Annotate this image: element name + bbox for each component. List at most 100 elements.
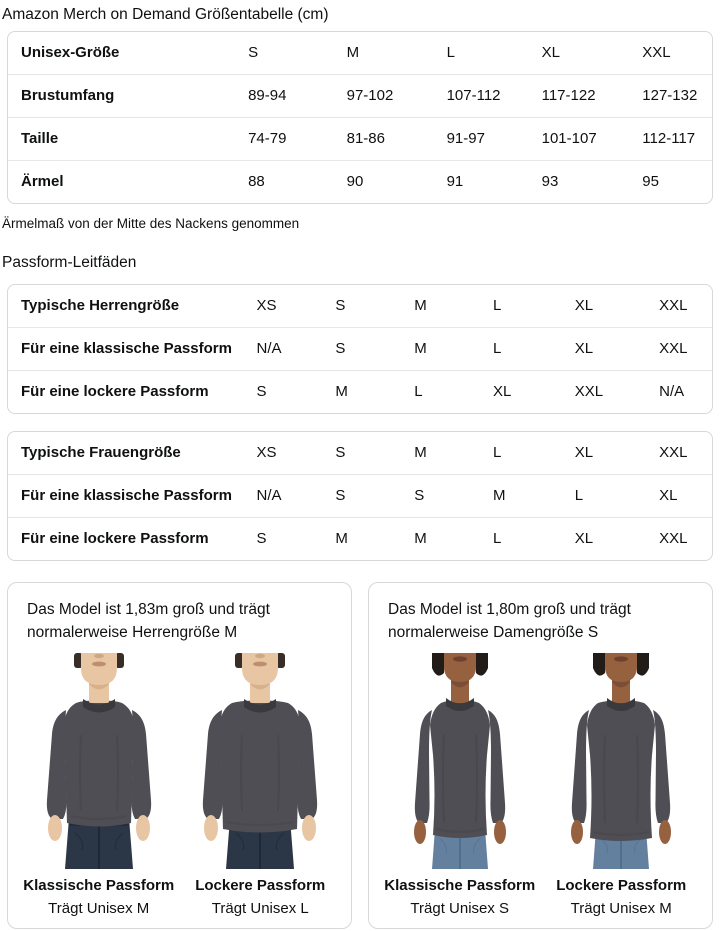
size-value-cell: L bbox=[493, 297, 502, 314]
table-row: Unisex-Größe S M L XL XXL bbox=[8, 32, 712, 74]
size-value-cell: 88 bbox=[248, 160, 347, 203]
size-value-cell: S bbox=[335, 327, 415, 370]
fit-caption: Lockere Passform bbox=[556, 877, 687, 894]
size-value-cell: XS bbox=[256, 444, 277, 461]
model-figures-men: Klassische Passform Trägt Unisex M Locker… bbox=[18, 653, 341, 918]
model-card-women: Das Model ist 1,80m groß und trägt norma… bbox=[368, 582, 713, 929]
model-illustration bbox=[46, 653, 151, 869]
table-row: Brustumfang 89-94 97-102 107-112 117-122 127-… bbox=[8, 74, 712, 117]
size-value-cell: XL bbox=[541, 44, 560, 61]
size-chart-page: Amazon Merch on Demand Größentabelle (cm… bbox=[0, 6, 720, 929]
fit-table-men: Typische Herrengröße XS S M L XL XXL Für eine k… bbox=[7, 284, 713, 414]
sleeve-note: Ärmelmaß von der Mitte des Nackens genom… bbox=[2, 216, 300, 231]
table-row: Für eine lockere Passform S M L XL XXL N/A bbox=[8, 370, 712, 413]
row-label: Für eine klassische Passform bbox=[8, 474, 257, 517]
size-value-cell: XXL bbox=[659, 327, 712, 370]
size-value-cell: XXL bbox=[574, 370, 660, 413]
size-value-cell: 89-94 bbox=[248, 74, 347, 117]
table-row: Für eine klassische Passform N/A S M L XL XXL bbox=[8, 327, 712, 370]
size-value-cell: 91 bbox=[446, 160, 542, 203]
model-illustration bbox=[203, 653, 318, 869]
size-value-cell: 101-107 bbox=[541, 117, 643, 160]
size-value-cell: M bbox=[414, 297, 427, 314]
size-value-cell: M bbox=[346, 44, 360, 61]
model-card-men: Das Model ist 1,83m groß und trägt norma… bbox=[7, 582, 352, 929]
row-label: Ärmel bbox=[8, 160, 249, 203]
size-value-cell: XL bbox=[493, 370, 575, 413]
row-label: Typische Herrengröße bbox=[21, 297, 180, 314]
model-description-men: Das Model ist 1,83m groß und trägt norma… bbox=[27, 601, 270, 641]
table-row: Typische Herrengröße XS S M L XL XXL bbox=[8, 285, 712, 327]
size-value-cell: M bbox=[414, 444, 427, 461]
size-value-cell: M bbox=[414, 327, 494, 370]
size-value-cell: XXL bbox=[659, 297, 688, 314]
size-table: Unisex-Größe S M L XL XXL Brustumfang 89-94 97-1… bbox=[7, 31, 713, 204]
row-label: Unisex-Größe bbox=[21, 44, 120, 61]
row-label: Für eine klassische Passform bbox=[8, 327, 257, 370]
fit-table-women: Typische Frauengröße XS S M L XL XXL Für eine k… bbox=[7, 431, 713, 561]
size-value-cell: S bbox=[256, 370, 336, 413]
table-row: Ärmel 88 90 91 93 95 bbox=[8, 160, 712, 203]
wears-caption: Trägt Unisex M bbox=[48, 900, 150, 917]
size-value-cell: S bbox=[414, 474, 494, 517]
size-value-cell: M bbox=[335, 517, 415, 560]
size-value-cell: 107-112 bbox=[446, 74, 542, 117]
model-photo-male-loose-fit: Lockere Passform Trägt Unisex L bbox=[180, 653, 342, 918]
size-value-cell: M bbox=[335, 370, 415, 413]
size-value-cell: 93 bbox=[541, 160, 643, 203]
model-illustration bbox=[413, 653, 506, 869]
size-value-cell: 90 bbox=[346, 160, 447, 203]
fit-caption: Klassische Passform bbox=[23, 877, 175, 894]
model-figures-women: Klassische Passform Trägt Unisex S Locker… bbox=[379, 653, 702, 918]
row-label: Typische Frauengröße bbox=[21, 444, 181, 461]
size-value-cell: L bbox=[493, 444, 502, 461]
size-value-cell: 112-117 bbox=[642, 117, 712, 160]
model-photo-female-classic-fit: Klassische Passform Trägt Unisex S bbox=[379, 653, 541, 918]
size-value-cell: XL bbox=[574, 327, 660, 370]
model-cards: Das Model ist 1,83m groß und trägt norma… bbox=[7, 582, 713, 929]
size-value-cell: XL bbox=[574, 444, 594, 461]
size-value-cell: S bbox=[248, 44, 259, 61]
size-value-cell: 81-86 bbox=[346, 117, 447, 160]
size-value-cell: S bbox=[256, 517, 336, 560]
size-value-cell: XXL bbox=[642, 44, 671, 61]
size-value-cell: N/A bbox=[256, 474, 336, 517]
wears-caption: Trägt Unisex L bbox=[211, 900, 309, 917]
size-value-cell: XS bbox=[256, 297, 277, 314]
size-value-cell: XL bbox=[659, 474, 712, 517]
size-value-cell: XL bbox=[574, 297, 594, 314]
size-value-cell: L bbox=[493, 327, 575, 370]
model-photo-male-classic-fit: Klassische Passform Trägt Unisex M bbox=[18, 653, 180, 918]
size-value-cell: XXL bbox=[659, 444, 688, 461]
wears-caption: Trägt Unisex S bbox=[410, 900, 510, 917]
size-value-cell: 74-79 bbox=[248, 117, 347, 160]
size-value-cell: 117-122 bbox=[541, 74, 643, 117]
size-value-cell: N/A bbox=[256, 327, 336, 370]
wears-caption: Trägt Unisex M bbox=[570, 900, 672, 917]
size-value-cell: L bbox=[493, 517, 575, 560]
fit-caption: Lockere Passform bbox=[195, 877, 326, 894]
table-row: Für eine lockere Passform S M M L XL XXL bbox=[8, 517, 712, 560]
size-value-cell: M bbox=[493, 474, 575, 517]
size-value-cell: 91-97 bbox=[446, 117, 542, 160]
size-value-cell: S bbox=[335, 474, 415, 517]
size-value-cell: N/A bbox=[659, 370, 712, 413]
fit-caption: Klassische Passform bbox=[384, 877, 536, 894]
size-value-cell: 97-102 bbox=[346, 74, 447, 117]
size-value-cell: S bbox=[335, 297, 346, 314]
size-value-cell: 95 bbox=[642, 160, 712, 203]
row-label: Brustumfang bbox=[8, 74, 249, 117]
size-value-cell: 127-132 bbox=[642, 74, 712, 117]
size-value-cell: S bbox=[335, 444, 346, 461]
row-label: Taille bbox=[8, 117, 249, 160]
page-title: Amazon Merch on Demand Größentabelle (cm… bbox=[2, 6, 329, 23]
model-description-women: Das Model ist 1,80m groß und trägt norma… bbox=[388, 601, 631, 641]
size-value-cell: L bbox=[574, 474, 660, 517]
size-value-cell: L bbox=[414, 370, 494, 413]
row-label: Für eine lockere Passform bbox=[8, 517, 257, 560]
model-photo-female-loose-fit: Lockere Passform Trägt Unisex M bbox=[541, 653, 703, 918]
table-row: Taille 74-79 81-86 91-97 101-107 112-117 bbox=[8, 117, 712, 160]
row-label: Für eine lockere Passform bbox=[8, 370, 257, 413]
size-value-cell: XXL bbox=[659, 517, 712, 560]
fit-guides-title: Passform-Leitfäden bbox=[2, 254, 137, 271]
